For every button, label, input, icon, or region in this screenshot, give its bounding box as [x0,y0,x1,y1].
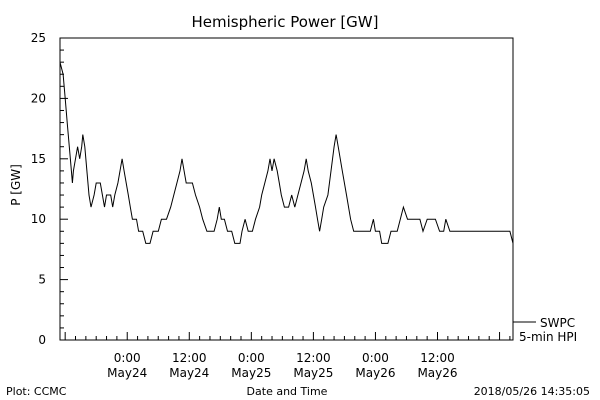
y-tick-label: 20 [31,91,46,105]
x-tick-time-label: 0:00 [114,351,141,365]
x-tick-date-label: May26 [417,366,457,380]
x-tick-time-label: 0:00 [238,351,265,365]
plot-timestamp: 2018/05/26 14:35:05 [474,385,590,398]
y-tick-label: 25 [31,31,46,45]
legend-series-subtitle: 5-min HPI [519,330,577,344]
x-axis-title: Date and Time [247,385,328,398]
series-line-swpc [59,62,514,244]
plot-credit: Plot: CCMC [6,385,67,398]
chart-title: Hemispheric Power [GW] [192,13,379,31]
x-tick-time-label: 0:00 [362,351,389,365]
x-tick-date-label: May24 [107,366,147,380]
plot-frame [59,37,514,341]
y-axis: 0 5 10 15 20 25 [31,31,68,347]
x-tick-date-label: May25 [231,366,271,380]
x-tick-time-label: 12:00 [296,351,331,365]
y-tick-label: 10 [31,212,46,226]
x-tick-date-label: May25 [293,366,333,380]
x-tick-date-label: May26 [355,366,395,380]
y-tick-label: 0 [38,333,46,347]
x-tick-time-label: 12:00 [172,351,207,365]
legend-series-name: SWPC [540,316,575,330]
x-tick-date-label: May24 [169,366,209,380]
x-tick-time-label: 12:00 [420,351,455,365]
y-tick-label: 5 [38,273,46,287]
y-axis-title: P [GW] [9,164,23,206]
x-axis: 0:00May2412:00May240:00May2512:00May250:… [64,332,511,380]
y-tick-label: 15 [31,152,46,166]
